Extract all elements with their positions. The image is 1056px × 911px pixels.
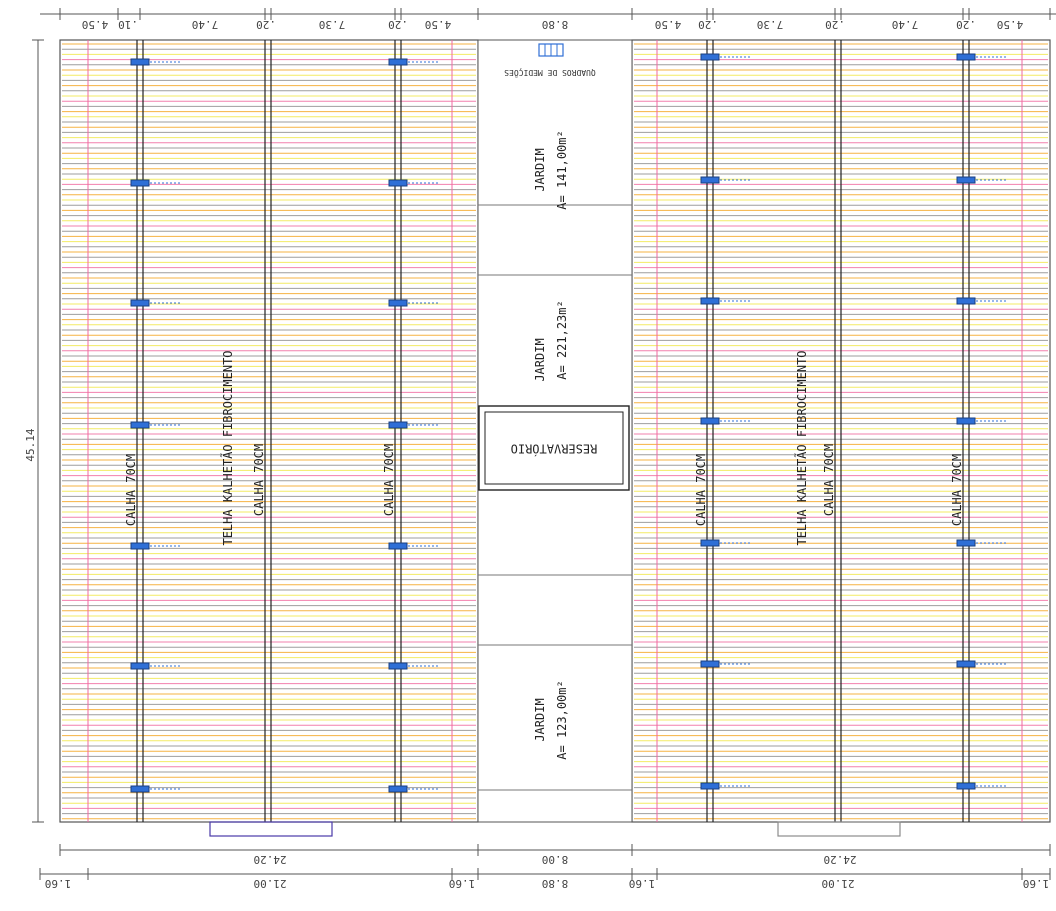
garden-2-name: JARDIM — [533, 338, 547, 381]
drain-marker — [388, 299, 408, 307]
top-dim-right-7: 4.50 — [997, 18, 1024, 31]
drain-marker — [388, 179, 408, 187]
top-dim-left-5: 7.30 — [319, 18, 346, 31]
drain-marker — [700, 539, 720, 547]
central-corridor — [477, 39, 633, 823]
gutter-label-left-2: CALHA 70CM — [252, 444, 266, 516]
bottom-dim-2: 21.00 — [253, 877, 286, 890]
bottom-dim-left-width: 24.20 — [253, 853, 286, 866]
gutter-label-left-3: CALHA 70CM — [382, 444, 396, 516]
drain-marker — [388, 58, 408, 66]
drain-marker — [388, 542, 408, 550]
drain-marker — [130, 299, 150, 307]
top-dim-left-6: .20 — [388, 18, 408, 31]
bottom-dim-1: 1.60 — [45, 877, 72, 890]
reservoir-box — [484, 411, 624, 485]
dimension-lines — [37, 13, 1056, 875]
drain-markers-right — [700, 53, 1006, 790]
bottom-dim-right-width: 24.20 — [823, 853, 856, 866]
top-dim-right-3: 7.30 — [757, 18, 784, 31]
bottom-dimensions: 24.20 8.00 24.20 1.60 21.00 1.60 8.80 1.… — [45, 853, 1050, 890]
bottom-dim-3: 1.60 — [449, 877, 476, 890]
drain-marker — [956, 297, 976, 305]
drain-marker — [130, 542, 150, 550]
drain-marker — [956, 417, 976, 425]
bottom-dim-5: 1.60 — [629, 877, 656, 890]
top-dim-left-2: .10 — [118, 18, 138, 31]
ridge-marker-right — [777, 821, 901, 837]
drain-marker — [130, 58, 150, 66]
drain-marker — [956, 782, 976, 790]
top-dim-right-4: .20 — [825, 18, 845, 31]
top-dim-right-5: 7.40 — [892, 18, 919, 31]
gutter-label-right-1: CALHA 70CM — [694, 454, 708, 526]
height-dimension: 45.14 — [24, 428, 37, 461]
garden-3-area: A= 123,00m² — [555, 680, 569, 759]
drain-marker — [956, 539, 976, 547]
top-dim-right-6: .20 — [956, 18, 976, 31]
garden-2-area: A= 221,23m² — [555, 300, 569, 379]
drain-marker — [956, 53, 976, 61]
garden-labels: JARDIM A= 141,00m² JARDIM A= 221,23m² JA… — [533, 130, 569, 759]
gutter-label-left-1: CALHA 70CM — [124, 454, 138, 526]
top-dim-left-3: 7.40 — [192, 18, 219, 31]
gutter-label-right-3: CALHA 70CM — [950, 454, 964, 526]
top-dim-left-7: 4.50 — [425, 18, 452, 31]
garden-1-name: JARDIM — [533, 148, 547, 191]
top-dimensions: 4.50 .10 7.40 .20 7.30 .20 4.50 8.80 4.5… — [82, 18, 1024, 31]
drain-marker — [956, 660, 976, 668]
top-dim-right-1: 4.50 — [655, 18, 682, 31]
top-dim-left-4: .20 — [256, 18, 276, 31]
reservoir-label: RESERVATÓRIO — [511, 442, 598, 457]
bottom-dim-4: 8.80 — [542, 877, 569, 890]
drain-marker — [388, 662, 408, 670]
drain-marker — [130, 421, 150, 429]
drain-marker — [130, 785, 150, 793]
dimension-ticks — [32, 8, 1051, 880]
garden-1-area: A= 141,00m² — [555, 130, 569, 209]
roof-label-right: TELHA KALHETÃO FIBROCIMENTO — [794, 350, 809, 545]
drain-marker — [700, 417, 720, 425]
roof-tile-stripes-left — [62, 43, 476, 820]
roof-label-left: TELHA KALHETÃO FIBROCIMENTO — [220, 350, 235, 545]
drain-marker — [700, 53, 720, 61]
drain-markers-left — [130, 58, 438, 793]
bottom-dim-6: 21.00 — [821, 877, 854, 890]
drain-marker — [700, 660, 720, 668]
ridge-marker-left — [209, 821, 333, 837]
roof-block-left — [59, 39, 479, 837]
drain-marker — [956, 176, 976, 184]
drain-marker — [700, 176, 720, 184]
meter-box-label: QUADROS DE MEDIÇÕES — [504, 68, 596, 79]
top-dim-center: 8.80 — [542, 18, 569, 31]
drain-marker — [388, 421, 408, 429]
drain-marker — [130, 662, 150, 670]
top-dim-left-1: 4.50 — [82, 18, 109, 31]
drain-marker — [700, 297, 720, 305]
drain-marker — [130, 179, 150, 187]
gutter-label-right-2: CALHA 70CM — [822, 444, 836, 516]
top-dim-right-2: .20 — [698, 18, 718, 31]
drain-marker — [388, 785, 408, 793]
bottom-dim-7: 1.60 — [1023, 877, 1050, 890]
roof-block-right — [631, 39, 1051, 837]
bottom-dim-center-width: 8.00 — [542, 853, 569, 866]
drain-marker — [700, 782, 720, 790]
reservoir-outer — [478, 405, 630, 491]
roof-labels: TELHA KALHETÃO FIBROCIMENTO TELHA KALHET… — [124, 350, 964, 545]
garden-3-name: JARDIM — [533, 698, 547, 741]
